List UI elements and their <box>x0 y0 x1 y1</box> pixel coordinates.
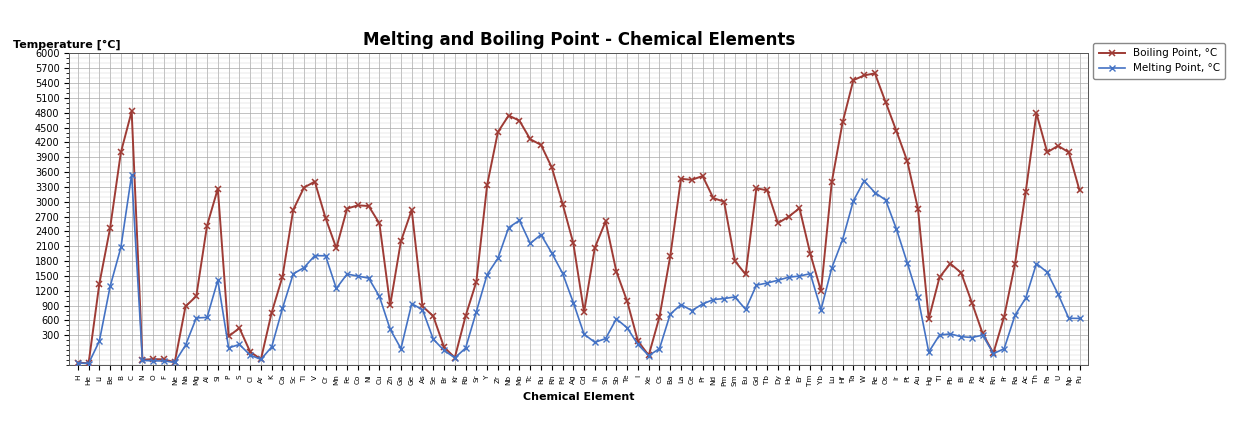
Melting Point, °C <box>350 274 365 279</box>
Boiling Point, °C <box>253 356 268 362</box>
Boiling Point, °C <box>81 361 96 366</box>
Line: Boiling Point, °C: Boiling Point, °C <box>75 71 1082 366</box>
Boiling Point, °C <box>469 279 484 284</box>
Y-axis label: Temperature [°C]: Temperature [°C] <box>13 40 121 50</box>
Boiling Point, °C <box>1072 188 1087 193</box>
Boiling Point, °C <box>835 120 850 125</box>
Melting Point, °C <box>512 218 527 223</box>
Boiling Point, °C <box>70 360 86 365</box>
Melting Point, °C <box>264 344 279 350</box>
Melting Point, °C <box>70 360 86 365</box>
Legend: Boiling Point, °C, Melting Point, °C: Boiling Point, °C, Melting Point, °C <box>1093 43 1225 79</box>
Boiling Point, °C <box>340 206 355 211</box>
Line: Melting Point, °C: Melting Point, °C <box>75 172 1082 366</box>
Melting Point, °C <box>694 301 710 307</box>
Boiling Point, °C <box>501 113 516 118</box>
Title: Melting and Boiling Point - Chemical Elements: Melting and Boiling Point - Chemical Ele… <box>362 31 795 49</box>
Melting Point, °C <box>845 198 860 203</box>
Boiling Point, °C <box>867 71 882 76</box>
Melting Point, °C <box>479 272 494 277</box>
Melting Point, °C <box>125 172 140 177</box>
Melting Point, °C <box>81 361 96 366</box>
Boiling Point, °C <box>684 177 699 182</box>
Melting Point, °C <box>1072 316 1087 321</box>
X-axis label: Chemical Element: Chemical Element <box>523 392 634 402</box>
